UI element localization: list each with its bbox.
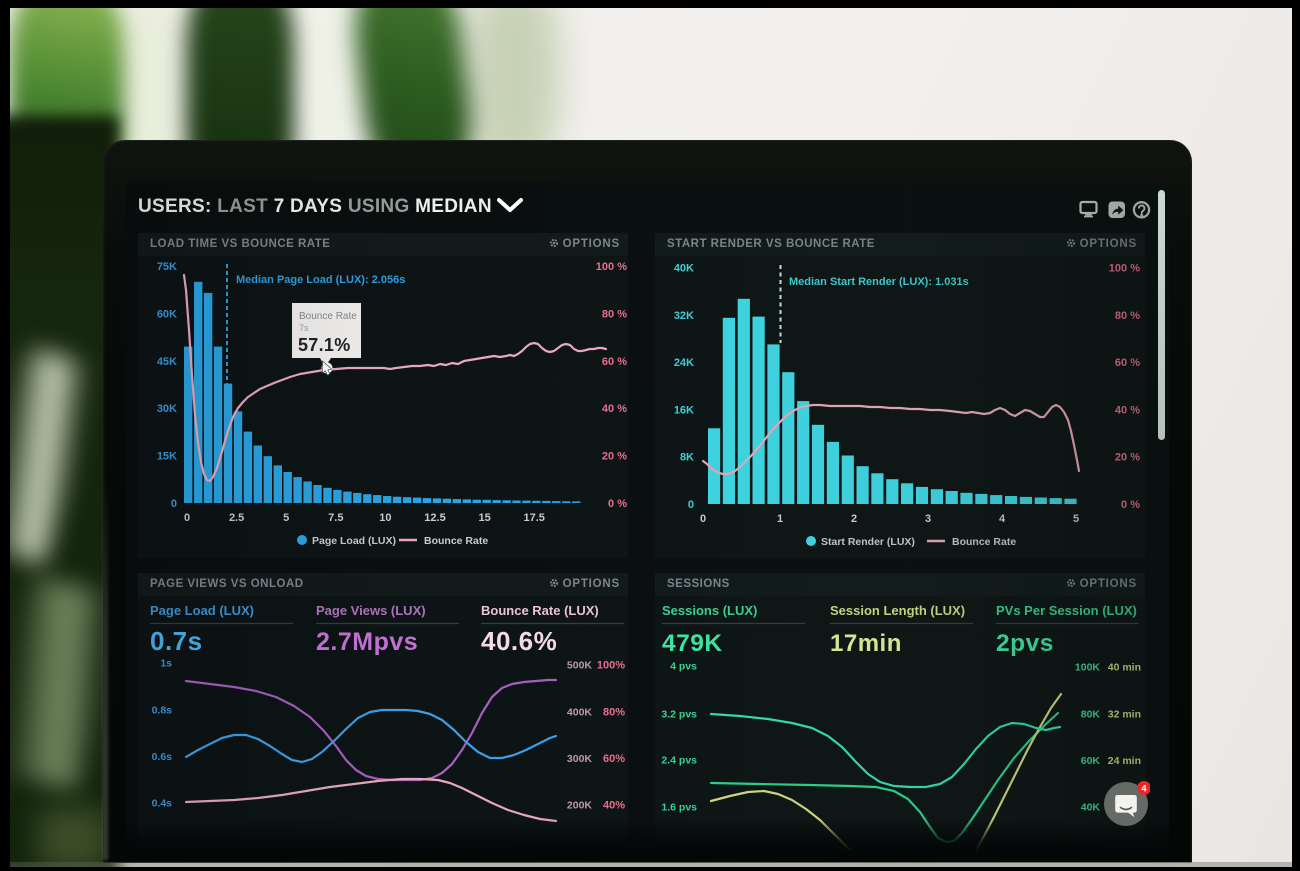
svg-text:4: 4 bbox=[999, 513, 1006, 525]
svg-text:Median Page Load (LUX): 2.056s: Median Page Load (LUX): 2.056s bbox=[236, 274, 405, 286]
svg-text:Sessions (LUX): Sessions (LUX) bbox=[662, 603, 757, 618]
svg-text:30K: 30K bbox=[157, 403, 177, 415]
svg-text:1.6 pvs: 1.6 pvs bbox=[661, 802, 697, 814]
svg-text:17.5: 17.5 bbox=[523, 512, 544, 524]
svg-text:5: 5 bbox=[1073, 513, 1079, 525]
svg-text:32K: 32K bbox=[674, 310, 694, 322]
svg-text:0.6s: 0.6s bbox=[152, 751, 173, 763]
svg-text:15: 15 bbox=[478, 512, 490, 524]
svg-text:7.5: 7.5 bbox=[328, 512, 343, 524]
svg-text:7s: 7s bbox=[299, 323, 309, 333]
svg-text:0: 0 bbox=[700, 513, 706, 525]
svg-text:Page Views (LUX): Page Views (LUX) bbox=[316, 603, 426, 618]
svg-text:8K: 8K bbox=[680, 452, 694, 464]
svg-text:0.7s: 0.7s bbox=[150, 626, 203, 656]
svg-text:60 %: 60 % bbox=[1115, 357, 1140, 369]
svg-text:2: 2 bbox=[851, 513, 857, 525]
svg-text:2.7Mpvs: 2.7Mpvs bbox=[316, 628, 418, 656]
svg-text:0 %: 0 % bbox=[608, 498, 627, 510]
svg-text:24 min: 24 min bbox=[1108, 755, 1141, 767]
svg-text:400K: 400K bbox=[567, 707, 593, 719]
svg-text:0: 0 bbox=[184, 512, 190, 524]
svg-text:0 %: 0 % bbox=[1121, 499, 1140, 511]
svg-text:15K: 15K bbox=[157, 451, 177, 463]
svg-text:40.6%: 40.6% bbox=[481, 626, 557, 656]
svg-text:100 %: 100 % bbox=[1109, 263, 1140, 275]
svg-text:80 %: 80 % bbox=[602, 308, 627, 320]
svg-text:100K: 100K bbox=[1075, 662, 1101, 674]
svg-text:100 %: 100 % bbox=[596, 261, 627, 273]
svg-text:32 min: 32 min bbox=[1108, 709, 1141, 721]
svg-text:1s: 1s bbox=[160, 658, 172, 670]
svg-text:16K: 16K bbox=[674, 405, 694, 417]
svg-text:479K: 479K bbox=[662, 630, 723, 657]
svg-text:10: 10 bbox=[379, 512, 391, 524]
svg-text:500K: 500K bbox=[567, 660, 593, 672]
svg-text:Page Load (LUX): Page Load (LUX) bbox=[312, 535, 396, 547]
svg-text:60%: 60% bbox=[603, 753, 625, 765]
svg-text:300K: 300K bbox=[567, 753, 593, 765]
svg-text:100%: 100% bbox=[597, 660, 625, 672]
svg-text:Page Load (LUX): Page Load (LUX) bbox=[150, 603, 254, 618]
svg-text:Median Start Render (LUX): 1.0: Median Start Render (LUX): 1.031s bbox=[789, 276, 969, 288]
svg-text:45K: 45K bbox=[157, 356, 177, 368]
svg-text:40K: 40K bbox=[674, 263, 694, 275]
svg-text:4: 4 bbox=[1141, 783, 1147, 794]
svg-text:Bounce Rate: Bounce Rate bbox=[952, 536, 1016, 548]
svg-text:2.5: 2.5 bbox=[229, 512, 244, 524]
svg-text:12.5: 12.5 bbox=[424, 512, 445, 524]
svg-text:PVs Per Session (LUX): PVs Per Session (LUX) bbox=[996, 603, 1137, 618]
svg-text:80K: 80K bbox=[1081, 709, 1101, 721]
svg-text:3: 3 bbox=[925, 513, 931, 525]
svg-text:57.1%: 57.1% bbox=[298, 335, 351, 355]
svg-text:20 %: 20 % bbox=[602, 451, 627, 463]
svg-text:75K: 75K bbox=[157, 261, 177, 273]
svg-text:Bounce Rate (LUX): Bounce Rate (LUX) bbox=[481, 603, 599, 618]
svg-text:Bounce Rate: Bounce Rate bbox=[299, 311, 357, 322]
svg-text:80 %: 80 % bbox=[1115, 310, 1140, 322]
svg-text:200K: 200K bbox=[567, 800, 593, 812]
svg-text:0.8s: 0.8s bbox=[152, 705, 173, 717]
svg-text:60K: 60K bbox=[157, 308, 177, 320]
svg-text:0.4s: 0.4s bbox=[152, 798, 173, 810]
svg-text:40 %: 40 % bbox=[1115, 405, 1140, 417]
svg-text:2pvs: 2pvs bbox=[996, 630, 1054, 657]
svg-text:40 min: 40 min bbox=[1108, 662, 1141, 674]
svg-text:24K: 24K bbox=[674, 357, 694, 369]
svg-text:Session Length (LUX): Session Length (LUX) bbox=[830, 603, 965, 618]
svg-text:60K: 60K bbox=[1081, 755, 1101, 767]
svg-text:0: 0 bbox=[688, 499, 694, 511]
svg-text:5: 5 bbox=[283, 512, 289, 524]
svg-text:20 %: 20 % bbox=[1115, 452, 1140, 464]
svg-text:Bounce Rate: Bounce Rate bbox=[424, 535, 488, 547]
svg-text:40%: 40% bbox=[603, 800, 625, 812]
svg-text:60 %: 60 % bbox=[602, 356, 627, 368]
svg-text:17min: 17min bbox=[830, 630, 902, 657]
svg-text:40K: 40K bbox=[1081, 802, 1101, 814]
svg-text:4 pvs: 4 pvs bbox=[670, 661, 697, 673]
svg-text:0: 0 bbox=[171, 498, 177, 510]
svg-text:Start Render (LUX): Start Render (LUX) bbox=[821, 536, 915, 548]
svg-text:2.4 pvs: 2.4 pvs bbox=[661, 755, 697, 767]
svg-text:3.2 pvs: 3.2 pvs bbox=[661, 709, 697, 721]
svg-text:40 %: 40 % bbox=[602, 403, 627, 415]
svg-text:80%: 80% bbox=[603, 707, 625, 719]
svg-text:1: 1 bbox=[777, 513, 783, 525]
